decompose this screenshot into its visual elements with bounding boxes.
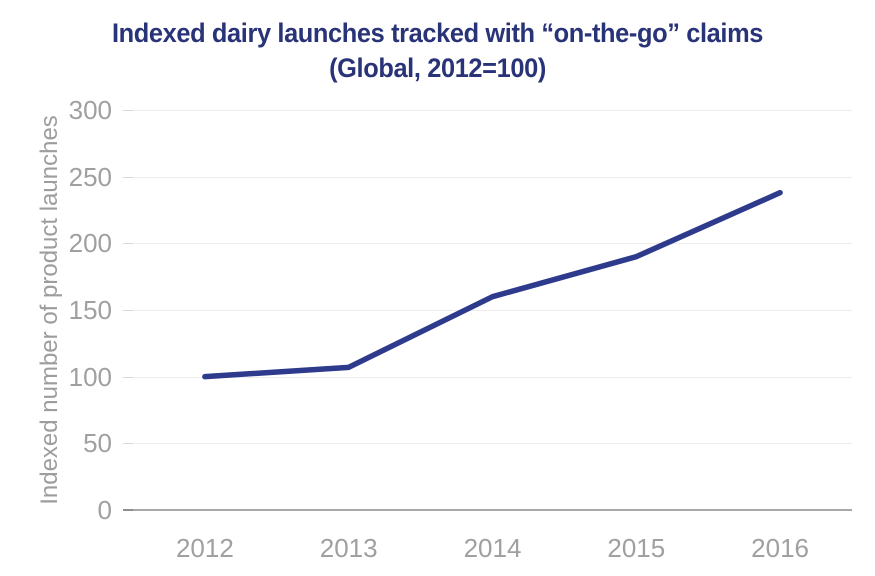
y-tick-mark — [123, 110, 133, 111]
x-tick-label: 2015 — [607, 533, 666, 563]
y-tick-mark — [123, 243, 133, 245]
chart-title-line1: Indexed dairy launches tracked with “on-… — [111, 18, 764, 48]
y-tick-label: 100 — [68, 361, 112, 392]
gridline — [133, 310, 852, 311]
y-tick-mark — [123, 310, 133, 311]
y-tick-label: 300 — [68, 95, 112, 125]
gridline — [133, 110, 852, 111]
y-tick-mark — [123, 376, 133, 378]
x-tick-label: 2013 — [319, 533, 378, 563]
chart-title: Indexed dairy launches tracked with “on-… — [26, 16, 849, 86]
x-axis-line — [133, 509, 852, 511]
y-tick-label: 250 — [68, 161, 112, 192]
y-tick-mark — [123, 443, 133, 445]
data-line — [202, 189, 783, 380]
y-tick-label: 50 — [83, 428, 112, 459]
gridline — [133, 443, 852, 445]
x-tick-label: 2016 — [751, 533, 810, 563]
y-tick-label: 0 — [97, 495, 112, 525]
y-tick-label: 150 — [68, 295, 112, 325]
y-tick-mark — [123, 509, 133, 511]
plot-area — [133, 110, 852, 511]
line-series — [202, 189, 783, 380]
gridline — [133, 176, 852, 178]
y-tick-label: 200 — [68, 228, 112, 259]
y-tick-mark — [123, 176, 133, 178]
chart-title-line2: (Global, 2012=100) — [329, 53, 546, 83]
gridline — [133, 243, 852, 245]
x-tick-label: 2014 — [463, 533, 522, 563]
gridline — [133, 376, 852, 378]
x-tick-label: 2012 — [175, 533, 234, 563]
